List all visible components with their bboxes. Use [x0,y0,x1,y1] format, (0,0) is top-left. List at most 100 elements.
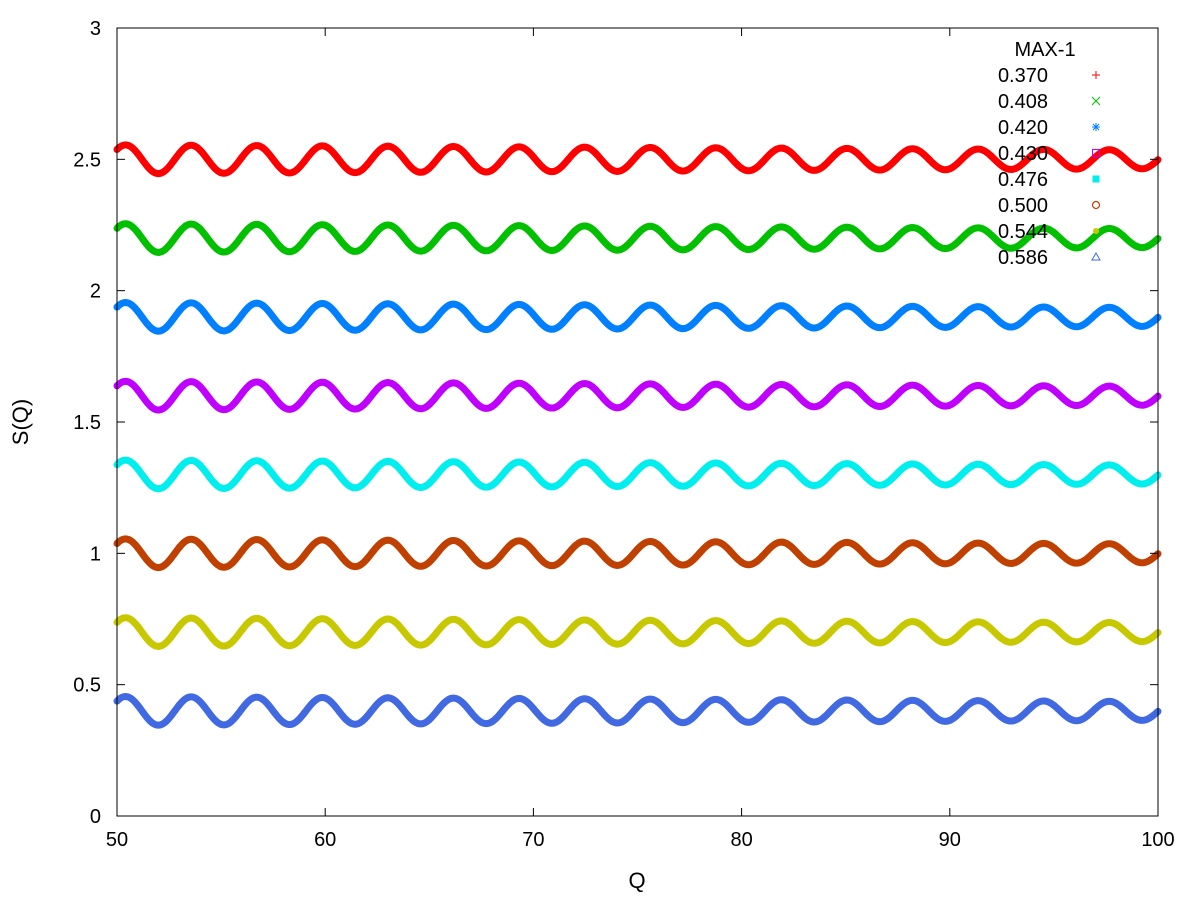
data-point [196,383,204,391]
data-point [821,555,829,563]
data-point [529,547,537,555]
data-point [300,551,308,559]
data-point [1133,243,1141,251]
legend-label: 0.408 [998,91,1048,113]
data-point [488,166,496,174]
data-point [509,382,517,390]
data-point [217,563,225,571]
data-point [529,232,537,240]
data-point [134,544,142,552]
data-point [300,236,308,244]
data-point [696,628,704,636]
data-point [467,708,475,716]
data-point [696,312,704,320]
data-point [134,623,142,631]
data-point [738,479,746,487]
data-point [342,558,350,566]
data-point [488,718,496,726]
series-line [114,299,1161,335]
data-point [1112,305,1120,313]
data-point [488,560,496,568]
legend-title: MAX-1 [1014,39,1075,61]
data-point [467,629,475,637]
data-point [779,144,787,152]
data-point [738,401,746,409]
data-point [675,166,683,174]
data-point [883,163,891,171]
data-point [821,713,829,721]
data-point [1050,465,1058,473]
data-point [800,162,808,170]
data-point [821,634,829,642]
series-0.500 [113,535,1162,572]
data-point [987,704,995,712]
data-point [509,145,517,153]
data-point [967,542,975,550]
data-point [1092,311,1100,319]
data-point [488,245,496,253]
data-point [1050,386,1058,394]
data-point [800,398,808,406]
data-point [1071,323,1079,331]
data-point [259,144,267,152]
data-point [1133,558,1141,566]
data-point [1112,621,1120,629]
data-point [904,303,912,311]
data-point [842,460,850,468]
data-point [675,245,683,253]
data-point [946,638,954,646]
data-point [196,225,204,233]
data-point [280,482,288,490]
data-point [321,379,329,387]
data-point [904,461,912,469]
data-point [613,167,621,175]
x-tick-label: 50 [106,829,128,851]
y-tick-label: 2 [90,281,101,303]
data-point [675,718,683,726]
data-point [592,465,600,473]
data-point [196,698,204,706]
data-point [196,146,204,154]
data-point [238,705,246,713]
data-point [321,142,329,150]
legend-marker [1091,96,1101,106]
data-point [1092,547,1100,555]
data-point [134,386,142,394]
data-point [155,406,163,414]
data-point [446,380,454,388]
legend-marker [1092,71,1100,79]
data-point [488,481,496,489]
data-point [987,152,995,160]
data-point [863,395,871,403]
data-point [1029,387,1037,394]
data-point [1029,544,1037,552]
data-point [1008,244,1016,252]
y-tick-label: 1.5 [73,412,101,434]
data-point [925,155,933,163]
data-point [467,235,475,243]
data-point [1071,401,1079,409]
data-point [654,383,662,391]
data-point [571,463,579,471]
y-tick-label: 2.5 [73,149,101,171]
series-0.476 [113,456,1162,493]
data-point [800,556,808,564]
data-point [842,145,850,153]
data-point [717,539,725,547]
legend-label: 0.430 [998,143,1048,165]
data-point [155,485,163,493]
data-point [175,307,183,315]
data-point [446,695,454,703]
legend-label: 0.420 [998,117,1048,139]
legend-label: 0.586 [998,247,1048,269]
data-point [883,400,891,408]
data-point [280,324,288,332]
data-point [571,384,579,392]
legend-marker [1092,149,1100,157]
data-point [779,460,787,467]
data-point [613,640,621,648]
data-point [696,470,704,478]
data-point [758,395,766,402]
data-point [384,221,392,229]
data-point [384,536,392,544]
